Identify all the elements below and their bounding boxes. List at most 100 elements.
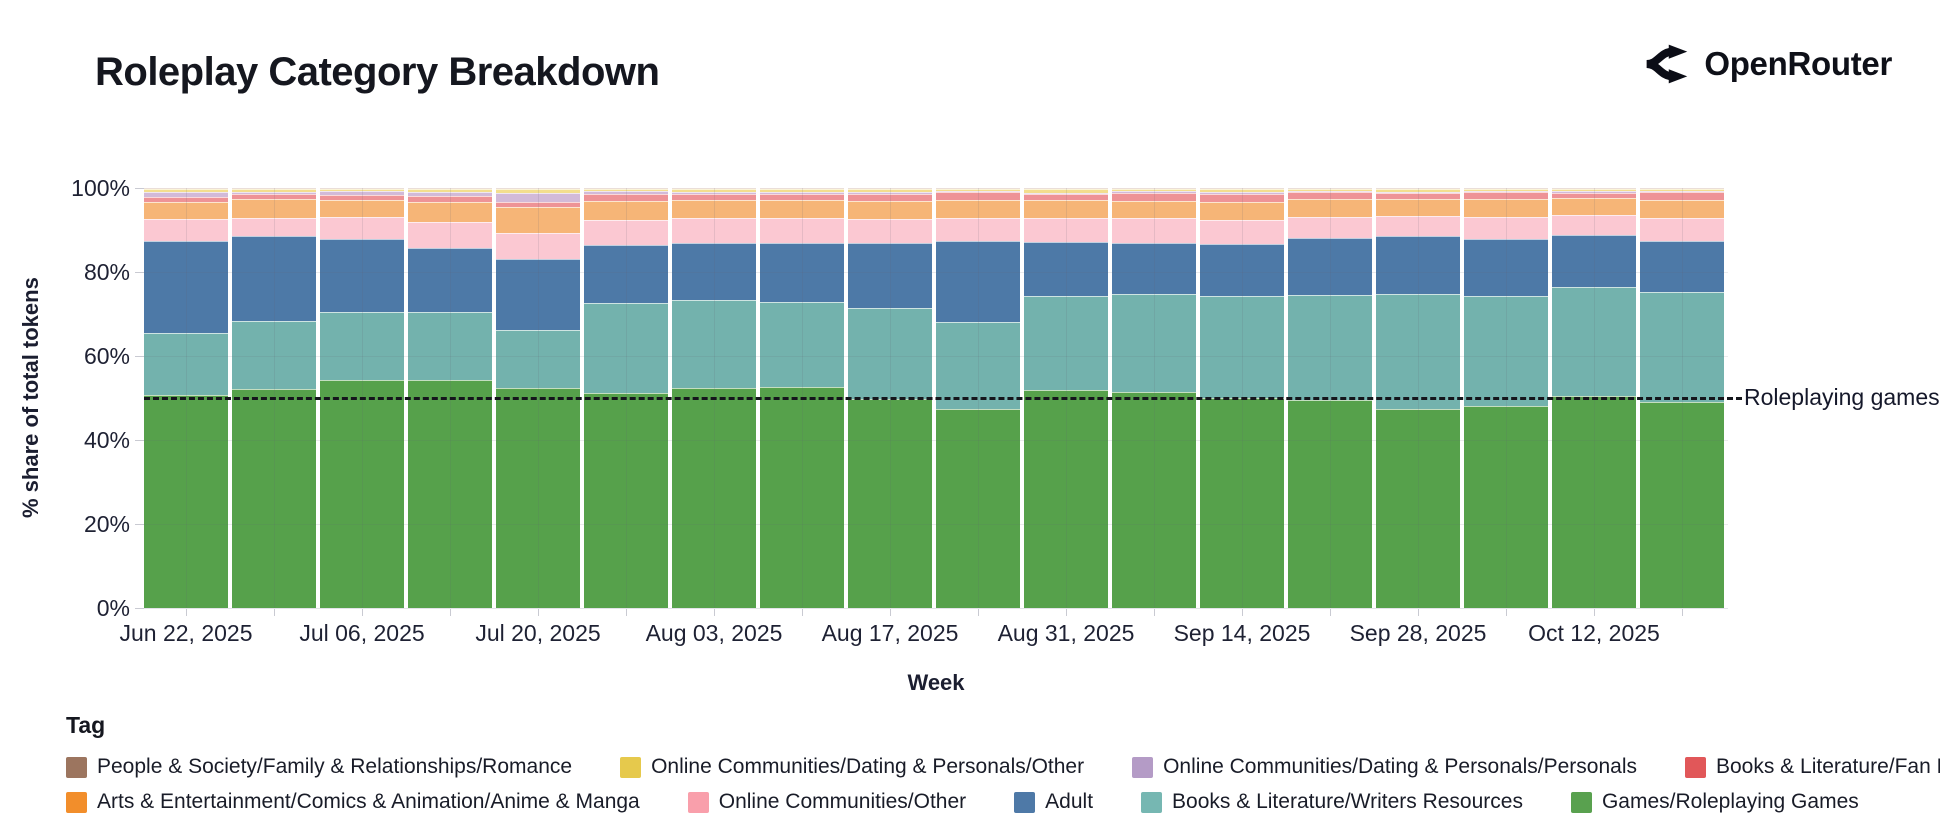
bar-segment	[760, 194, 844, 200]
legend-label: Arts & Entertainment/Comics & Animation/…	[97, 790, 640, 813]
bar-segment	[848, 243, 932, 308]
bar-segment	[320, 191, 404, 196]
bar-segment	[144, 192, 228, 198]
bar-segment	[408, 379, 492, 608]
x-tick	[1594, 609, 1595, 616]
bar-sep-07	[1112, 187, 1196, 608]
x-tick	[186, 609, 187, 616]
legend-swatch	[66, 756, 87, 778]
y-gridline	[144, 524, 1728, 525]
openrouter-logo-icon	[1645, 42, 1689, 86]
bar-segment	[1112, 243, 1196, 295]
bar-segment	[320, 195, 404, 200]
x-tick	[1154, 609, 1155, 616]
bar-segment	[408, 191, 492, 197]
x-tick	[1682, 609, 1683, 616]
y-tick-label: 0%	[96, 595, 130, 621]
y-gridline	[144, 440, 1728, 441]
bar-segment	[1288, 190, 1372, 193]
bar-segment	[1640, 241, 1724, 292]
bar-segment	[672, 243, 756, 301]
bar-jun-29	[232, 187, 316, 608]
bar-segment	[1376, 215, 1460, 237]
bar-segment	[496, 188, 580, 193]
x-tick	[538, 609, 539, 616]
roleplaying-games-reference-line	[144, 397, 1742, 400]
bar-segment	[1464, 216, 1548, 239]
bar-segment	[672, 218, 756, 244]
bar-segment	[232, 217, 316, 237]
bar-segment	[320, 199, 404, 217]
bar-jul-20	[496, 187, 580, 608]
x-tick	[978, 609, 979, 616]
x-tick	[1418, 609, 1419, 616]
bar-segment	[320, 216, 404, 240]
bar-segment	[1288, 295, 1372, 401]
bar-segment	[1376, 187, 1460, 189]
bar-segment	[1552, 235, 1636, 287]
bar-segment	[1464, 199, 1548, 217]
bar-segment	[144, 189, 228, 193]
bar-jul-06	[320, 188, 404, 608]
bar-segment	[1288, 199, 1372, 217]
x-tick-label: Sep 14, 2025	[1173, 620, 1311, 646]
bar-segment	[1552, 191, 1636, 193]
x-tick	[450, 609, 451, 616]
legend-label: Books & Literature/Writers Resources	[1172, 790, 1523, 813]
y-tick	[135, 272, 144, 273]
bar-segment	[1288, 216, 1372, 238]
bar-segment	[232, 236, 316, 322]
y-tick-label: 20%	[83, 511, 130, 537]
bar-segment	[232, 388, 316, 608]
bar-segment	[1376, 294, 1460, 410]
legend-title: Tag	[66, 712, 106, 738]
bar-segment	[1552, 286, 1636, 396]
legend-row: People & Society/Family & Relationships/…	[66, 755, 1940, 779]
bar-segment	[760, 387, 844, 608]
legend-label: Books & Literature/Fan Fiction	[1715, 755, 1940, 778]
x-axis-title: Week	[907, 670, 965, 695]
x-tick-label: Aug 03, 2025	[645, 620, 783, 646]
bar-segment	[408, 189, 492, 192]
legend-item: Books & Literature/Fan Fiction	[1684, 755, 1940, 779]
bar-jul-13	[408, 188, 492, 608]
bar-aug-24	[936, 187, 1020, 608]
bar-segment	[584, 194, 668, 201]
bar-aug-31	[1024, 187, 1108, 608]
y-tick	[135, 524, 144, 525]
y-tick	[135, 608, 144, 609]
page-title: Roleplay Category Breakdown	[95, 50, 660, 94]
bar-segment	[1024, 187, 1108, 189]
bar-segment	[1552, 188, 1636, 189]
bar-segment	[584, 200, 668, 221]
x-tick	[362, 609, 363, 616]
bar-segment	[320, 311, 404, 380]
y-tick-label: 40%	[83, 427, 130, 453]
bar-segment	[1640, 199, 1724, 218]
legend-item: Adult	[1014, 790, 1093, 814]
bar-segment	[1024, 192, 1108, 195]
legend-swatch	[1570, 791, 1592, 813]
y-gridline	[144, 272, 1728, 273]
bar-segment	[232, 199, 316, 218]
legend-label: Online Communities/Other	[718, 790, 967, 813]
legend-label: Online Communities/Dating & Personals/Pe…	[1163, 755, 1637, 778]
x-tick	[274, 609, 275, 616]
bar-segment	[1288, 189, 1372, 191]
bar-segment	[584, 245, 668, 303]
bar-segment	[760, 188, 844, 192]
bar-segment	[1640, 188, 1724, 189]
bar-segment	[1464, 192, 1548, 200]
legend-swatch	[687, 791, 709, 813]
bar-jun-22	[144, 188, 228, 608]
bar-segment	[936, 188, 1020, 191]
bar-segment	[1024, 199, 1108, 218]
bar-segment	[1376, 409, 1460, 608]
bar-segment	[848, 189, 932, 192]
bar-segment	[232, 191, 316, 195]
bar-segment	[1464, 406, 1548, 608]
x-tick	[1066, 609, 1067, 616]
bar-segment	[496, 187, 580, 189]
bar-segment	[144, 188, 228, 189]
